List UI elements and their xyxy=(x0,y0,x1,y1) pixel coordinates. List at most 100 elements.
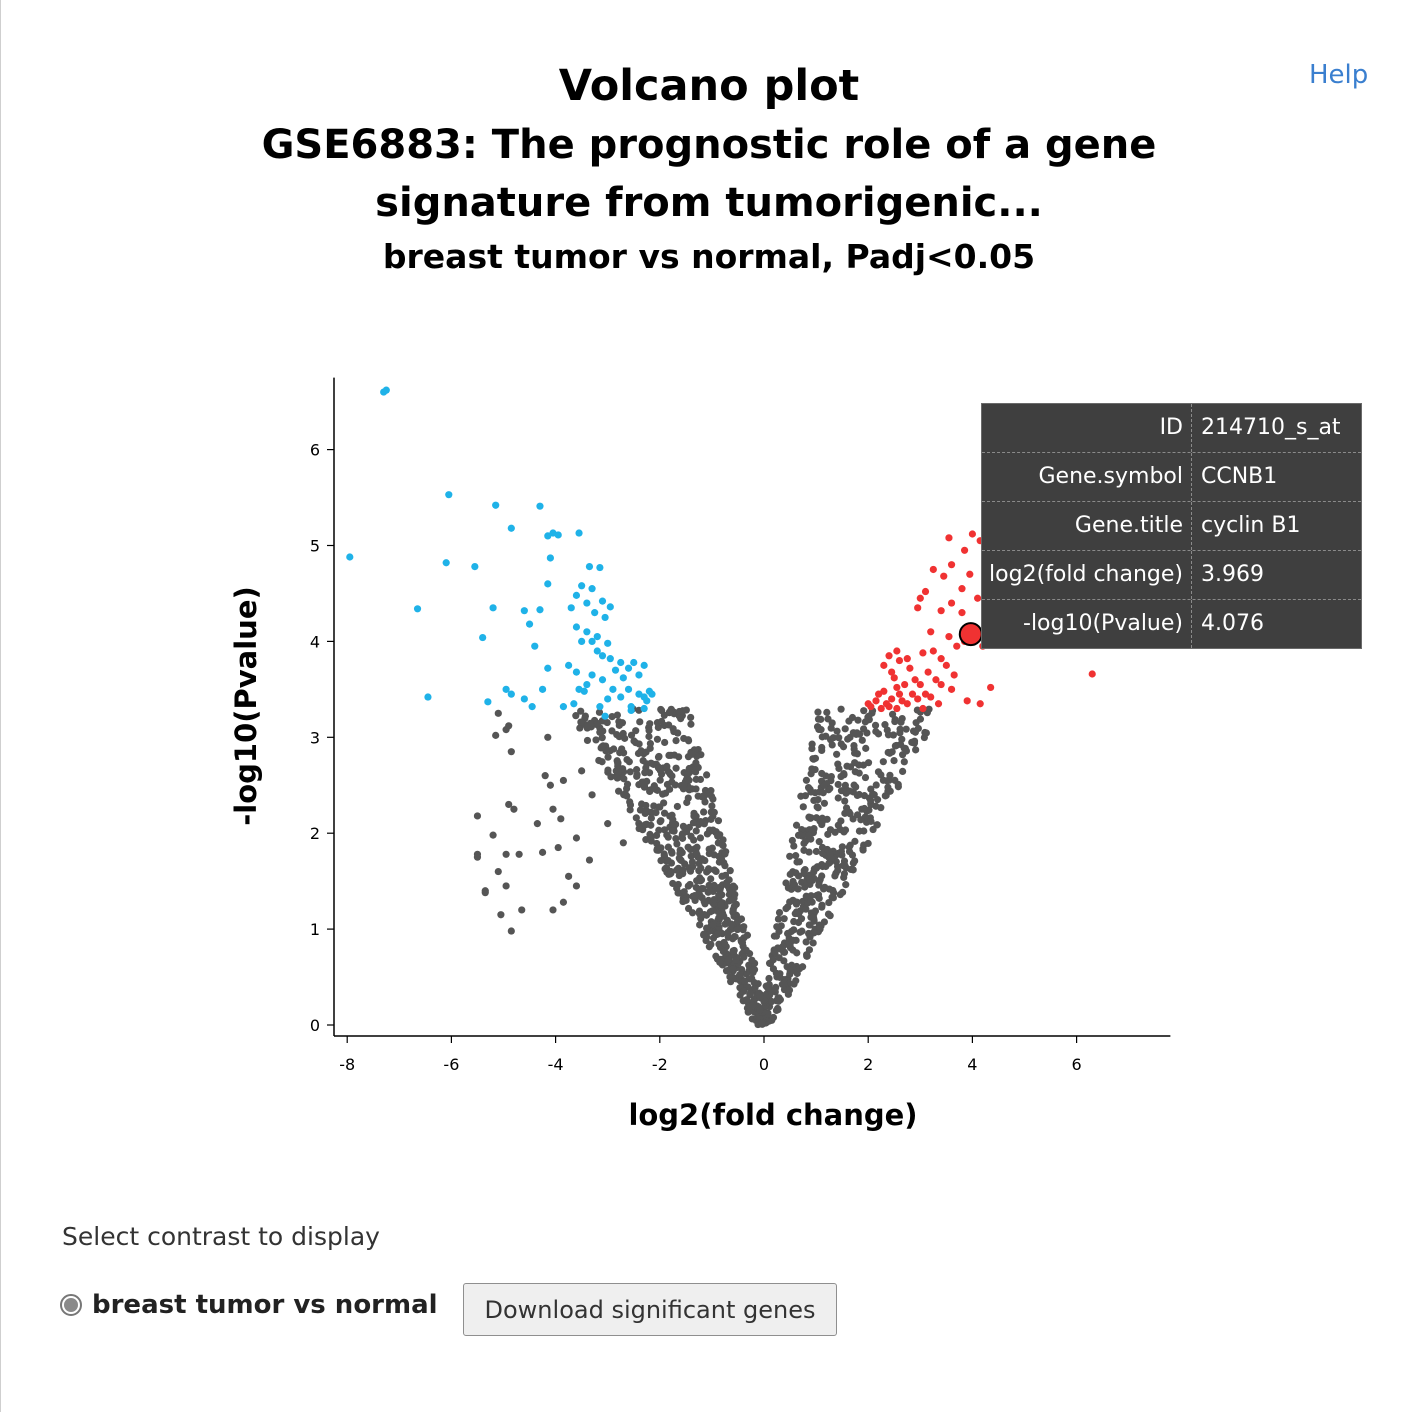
tooltip-key: ID xyxy=(982,404,1192,452)
download-significant-genes-button[interactable]: Download significant genes xyxy=(463,1283,837,1336)
ns-gene-point xyxy=(710,866,719,874)
ns-gene-point xyxy=(572,882,581,890)
up-gene-point xyxy=(963,697,971,705)
down-gene-point xyxy=(598,652,607,660)
ns-gene-point xyxy=(692,883,700,892)
ns-gene-point xyxy=(706,887,714,895)
ns-gene-point xyxy=(692,785,700,793)
tooltip-key: Gene.symbol xyxy=(982,453,1192,501)
ns-gene-point xyxy=(655,803,663,811)
ns-gene-point xyxy=(615,787,623,795)
ns-gene-point xyxy=(645,732,653,741)
down-gene-point xyxy=(484,698,492,706)
down-gene-point xyxy=(611,666,620,674)
tooltip-key: -log10(Pvalue) xyxy=(982,600,1192,648)
contrast-radio-option[interactable]: breast tumor vs normal xyxy=(60,1290,438,1320)
up-gene-point xyxy=(890,674,898,682)
up-gene-point xyxy=(888,668,896,676)
down-gene-point xyxy=(588,585,596,593)
ns-gene-point xyxy=(723,880,731,889)
x-tick-label: 0 xyxy=(759,1055,769,1074)
ns-gene-point xyxy=(633,770,641,779)
ns-gene-point xyxy=(635,740,643,748)
up-gene-point xyxy=(914,695,922,703)
up-gene-point xyxy=(921,587,930,596)
ns-gene-point xyxy=(694,792,702,800)
ns-gene-point xyxy=(818,743,826,752)
ns-gene-point xyxy=(721,862,729,870)
ns-gene-point xyxy=(851,857,859,865)
up-gene-point xyxy=(947,561,956,569)
up-gene-point xyxy=(919,704,927,713)
ns-gene-point xyxy=(888,748,896,756)
up-gene-point xyxy=(919,649,927,657)
ns-gene-point xyxy=(646,787,654,795)
ns-gene-point xyxy=(871,721,880,729)
up-gene-point xyxy=(911,676,919,684)
ns-gene-point xyxy=(801,883,809,891)
ns-gene-point xyxy=(792,869,800,877)
tooltip-value: CCNB1 xyxy=(1201,464,1278,489)
ns-gene-point xyxy=(785,986,794,994)
up-gene-point xyxy=(942,661,950,669)
ns-gene-point xyxy=(670,751,679,759)
ns-gene-point xyxy=(665,708,674,716)
ns-gene-point xyxy=(836,891,844,899)
ns-gene-point xyxy=(614,759,622,768)
ns-gene-point xyxy=(863,729,871,737)
up-gene-point xyxy=(864,700,872,708)
ns-gene-point xyxy=(660,799,668,807)
help-link[interactable]: Help xyxy=(1309,60,1369,90)
ns-gene-point xyxy=(829,734,838,742)
ns-gene-point xyxy=(872,727,880,736)
ns-gene-point xyxy=(598,734,606,742)
tooltip-row-gene-symbol: Gene.symbol CCNB1 xyxy=(982,453,1361,502)
down-gene-point xyxy=(544,664,552,672)
ns-gene-point xyxy=(833,727,841,735)
ns-gene-point xyxy=(908,738,916,746)
ns-gene-point xyxy=(679,822,687,830)
radio-button[interactable] xyxy=(60,1294,82,1316)
down-gene-point xyxy=(346,553,354,561)
ns-gene-point xyxy=(828,741,836,749)
ns-gene-point xyxy=(740,953,748,961)
ns-gene-point xyxy=(502,882,510,890)
down-gene-point xyxy=(578,637,586,646)
ns-gene-point xyxy=(689,819,698,827)
ns-gene-point xyxy=(642,821,650,829)
y-tick-label: 2 xyxy=(310,824,320,843)
ns-gene-point xyxy=(815,894,823,902)
ns-gene-point xyxy=(884,731,893,739)
ns-gene-point xyxy=(899,767,907,775)
ns-gene-point xyxy=(673,802,681,811)
ns-gene-point xyxy=(700,931,708,939)
ns-gene-point xyxy=(860,792,869,800)
ns-gene-point xyxy=(678,849,686,857)
ns-gene-point xyxy=(719,836,727,844)
ns-gene-point xyxy=(896,725,904,733)
y-tick-label: 5 xyxy=(310,537,320,556)
ns-gene-point xyxy=(505,722,513,730)
ns-gene-point xyxy=(900,758,908,766)
ns-gene-point xyxy=(851,768,859,776)
ns-gene-point xyxy=(758,1019,766,1027)
ns-gene-point xyxy=(663,831,671,839)
down-gene-point xyxy=(575,529,583,537)
ns-gene-point xyxy=(805,826,814,834)
ns-gene-point xyxy=(802,905,810,913)
ns-gene-point xyxy=(684,737,693,745)
ns-gene-point xyxy=(557,815,565,823)
ns-gene-point xyxy=(738,938,747,947)
ns-gene-point xyxy=(809,939,817,947)
ns-gene-point xyxy=(814,715,823,723)
ns-gene-point xyxy=(851,749,859,757)
up-gene-point xyxy=(958,609,966,617)
ns-gene-point xyxy=(700,898,708,906)
down-gene-point xyxy=(559,703,568,711)
ns-gene-point xyxy=(846,810,854,818)
down-gene-point xyxy=(624,685,633,693)
ns-gene-point xyxy=(835,764,843,773)
ns-gene-point xyxy=(890,756,898,765)
ns-gene-point xyxy=(877,771,885,779)
